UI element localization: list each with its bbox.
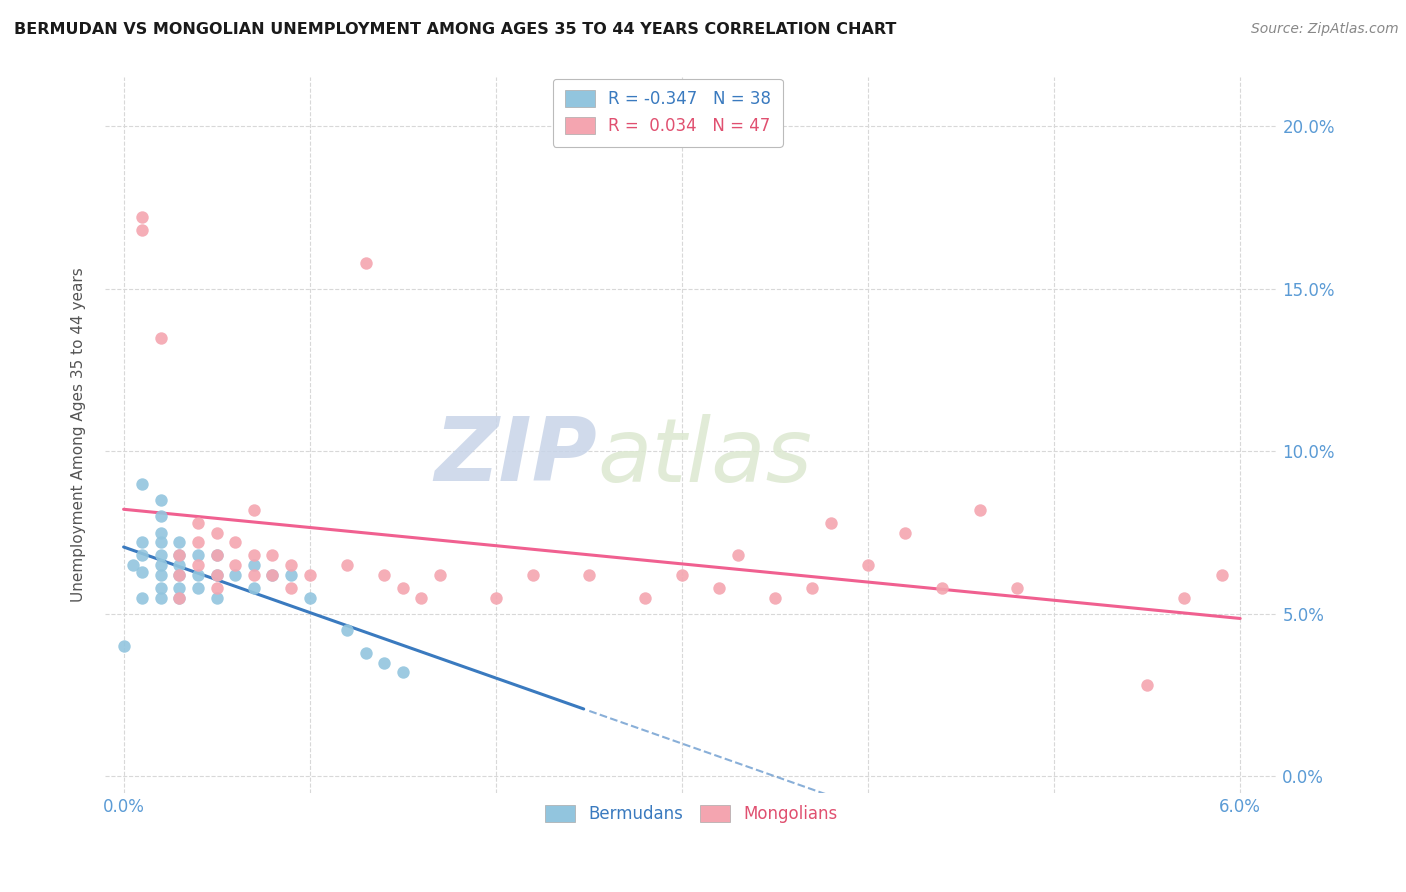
Point [131, 535, 153, 549]
Point [187, 558, 209, 573]
Point [856, 558, 879, 573]
Point [149, 591, 172, 605]
Point [131, 223, 153, 237]
Point [262, 549, 284, 563]
Point [131, 591, 153, 605]
Point [280, 567, 302, 582]
Point [169, 549, 191, 563]
Point [149, 549, 172, 563]
Point [149, 535, 172, 549]
Point [1211, 567, 1233, 582]
Point [205, 567, 228, 582]
Point [205, 581, 228, 595]
Point [634, 591, 657, 605]
Text: Source: ZipAtlas.com: Source: ZipAtlas.com [1251, 22, 1399, 37]
Point [187, 516, 209, 530]
Point [391, 581, 413, 595]
Point [205, 525, 228, 540]
Point [187, 535, 209, 549]
Point [243, 558, 266, 573]
Point [131, 476, 153, 491]
Point [243, 567, 266, 582]
Text: ZIP: ZIP [434, 413, 598, 500]
Point [169, 567, 191, 582]
Point [149, 330, 172, 344]
Point [169, 567, 191, 582]
Point [169, 591, 191, 605]
Point [298, 591, 321, 605]
Point [122, 558, 145, 573]
Point [298, 567, 321, 582]
Point [354, 256, 377, 270]
Point [763, 591, 786, 605]
Point [262, 567, 284, 582]
Point [243, 581, 266, 595]
Point [820, 516, 842, 530]
Point [1005, 581, 1028, 595]
Point [205, 549, 228, 563]
Point [391, 665, 413, 680]
Point [149, 581, 172, 595]
Point [373, 567, 395, 582]
Point [149, 567, 172, 582]
Text: atlas: atlas [598, 414, 813, 500]
Point [336, 558, 359, 573]
Point [169, 581, 191, 595]
Point [224, 535, 246, 549]
Point [112, 640, 135, 654]
Point [187, 567, 209, 582]
Point [131, 565, 153, 579]
Point [485, 591, 508, 605]
Text: BERMUDAN VS MONGOLIAN UNEMPLOYMENT AMONG AGES 35 TO 44 YEARS CORRELATION CHART: BERMUDAN VS MONGOLIAN UNEMPLOYMENT AMONG… [14, 22, 897, 37]
Point [243, 549, 266, 563]
Point [131, 549, 153, 563]
Point [224, 567, 246, 582]
Point [578, 567, 600, 582]
Point [969, 503, 991, 517]
Point [169, 558, 191, 573]
Point [931, 581, 953, 595]
Point [727, 549, 749, 563]
Point [262, 567, 284, 582]
Point [224, 558, 246, 573]
Point [1136, 678, 1159, 692]
Point [707, 581, 730, 595]
Point [149, 509, 172, 524]
Point [522, 567, 544, 582]
Point [280, 558, 302, 573]
Legend: Bermudans, Mongolians: Bermudans, Mongolians [533, 793, 849, 834]
Point [131, 211, 153, 225]
Point [187, 581, 209, 595]
Point [671, 567, 693, 582]
Point [205, 549, 228, 563]
Point [149, 525, 172, 540]
Point [169, 535, 191, 549]
Point [243, 503, 266, 517]
Point [894, 525, 917, 540]
Point [280, 581, 302, 595]
Point [169, 591, 191, 605]
Point [169, 549, 191, 563]
Point [149, 493, 172, 508]
Point [187, 549, 209, 563]
Point [1173, 591, 1195, 605]
Point [429, 567, 451, 582]
Point [354, 646, 377, 660]
Point [205, 591, 228, 605]
Y-axis label: Unemployment Among Ages 35 to 44 years: Unemployment Among Ages 35 to 44 years [72, 268, 86, 602]
Point [336, 623, 359, 637]
Point [149, 558, 172, 573]
Point [801, 581, 824, 595]
Point [373, 656, 395, 670]
Point [205, 567, 228, 582]
Point [411, 591, 433, 605]
